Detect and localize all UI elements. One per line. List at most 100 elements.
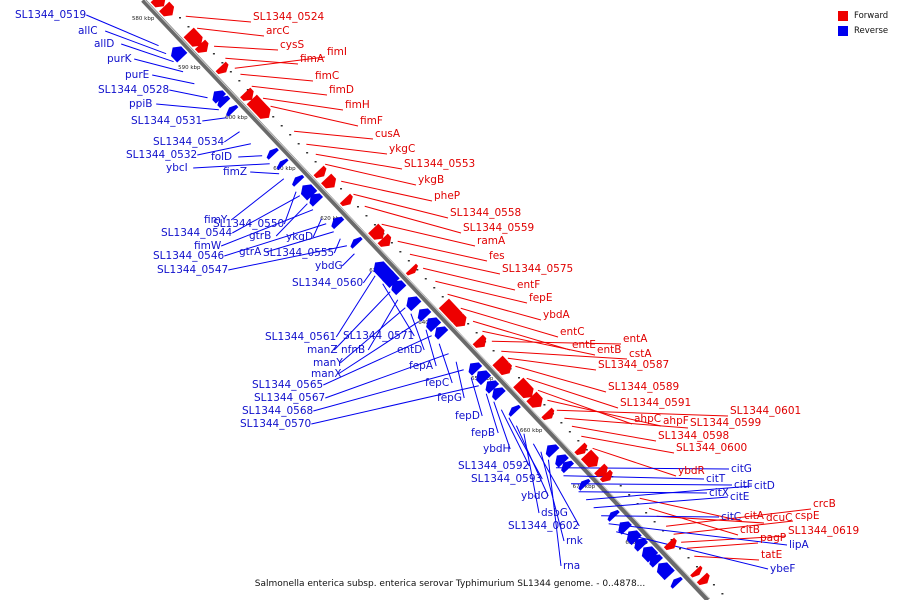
reverse-gene-label: ybdG (315, 260, 343, 272)
reverse-label-line (323, 335, 432, 386)
reverse-gene-arrow (406, 296, 422, 312)
reverse-label-line (221, 209, 314, 247)
forward-label-line (447, 293, 542, 321)
track-dash (679, 548, 682, 550)
forward-gene-label: fes (489, 250, 505, 262)
scale-tick-label: 620 kbp (320, 216, 343, 222)
forward-label-line (409, 253, 501, 275)
forward-gene-label: cstA (629, 348, 652, 360)
reverse-gene-arrow (331, 216, 345, 230)
track-dash (518, 377, 521, 379)
reverse-label-line (156, 103, 219, 111)
reverse-gene-label: SL1344_0519 (15, 9, 86, 21)
reverse-gene-label: fepD (455, 410, 480, 422)
forward-gene-label: SL1344_0587 (598, 359, 669, 371)
reverse-gene-arrow (170, 46, 188, 63)
reverse-gene-arrow (381, 270, 400, 288)
forward-gene-label: entC (560, 326, 585, 338)
reverse-gene-label: fimW (194, 240, 222, 252)
legend-reverse: Reverse (838, 23, 898, 38)
reverse-label-line (333, 238, 341, 254)
forward-label-line (315, 153, 403, 170)
reverse-gene-label: SL1344_0592 (458, 460, 529, 472)
reverse-gene-arrow (468, 362, 483, 376)
forward-label-line (294, 130, 374, 140)
forward-label-line (422, 267, 516, 291)
reverse-label-line (313, 369, 464, 412)
reverse-gene-label: SL1344_0531 (131, 115, 202, 127)
reverse-gene-label: lipA (789, 539, 809, 551)
reverse-label-line (121, 43, 174, 63)
forward-gene-label: dcuC (766, 512, 792, 524)
reverse-gene-label: SL1344_0534 (153, 136, 225, 148)
reverse-label-line (312, 218, 322, 238)
forward-gene-arrow (194, 39, 209, 53)
forward-gene-arrow (452, 313, 467, 327)
forward-label-line (673, 520, 794, 535)
reverse-gene-label: fimY (204, 214, 228, 226)
track-dash (653, 521, 656, 523)
reverse-gene-label: fepC (425, 377, 449, 389)
forward-gene-arrow (257, 105, 271, 119)
track-dash (475, 332, 478, 334)
forward-gene-label: fimA (300, 53, 325, 65)
forward-label-line (460, 307, 559, 338)
reverse-gene-arrow (417, 308, 432, 322)
forward-label-line (185, 15, 252, 23)
reverse-label-line (341, 253, 355, 267)
forward-gene-label: ahpF (663, 415, 689, 427)
reverse-gene-label: citF (734, 479, 753, 491)
reverse-gene-label: dsbG (541, 507, 568, 519)
legend-forward-label: Forward (854, 10, 889, 21)
track-dash (272, 116, 275, 118)
forward-gene-label: ahpC (634, 413, 661, 425)
forward-gene-arrow (215, 61, 229, 75)
track-dash (492, 350, 495, 352)
forward-gene-label: fimD (329, 84, 354, 96)
forward-gene-label: SL1344_0524 (253, 11, 325, 23)
reverse-gene-label: entD (397, 344, 422, 356)
forward-gene-label: fepE (529, 292, 552, 304)
reverse-gene-label: manZ (307, 344, 338, 356)
forward-gene-arrow (150, 0, 166, 8)
reverse-label-line (250, 171, 280, 175)
track-dash (568, 431, 571, 433)
reverse-gene-label: allD (94, 38, 114, 50)
reverse-gene-label: ybeF (770, 563, 795, 575)
reverse-label-line (593, 496, 729, 509)
reverse-label-line (266, 231, 334, 253)
track-dash (721, 593, 724, 595)
forward-label-line (435, 280, 528, 304)
forward-label-line (472, 320, 571, 351)
reverse-gene-label: citD (754, 480, 775, 492)
forward-gene-label: SL1344_0619 (788, 525, 859, 537)
reverse-gene-label: folD (211, 151, 232, 163)
track-dash (340, 188, 343, 190)
forward-label-line (225, 57, 299, 65)
track-dash (373, 224, 376, 226)
reverse-label-line (555, 467, 730, 470)
reverse-gene-label: SL1344_0547 (157, 264, 228, 276)
track-dash (433, 287, 436, 289)
forward-gene-arrow (405, 263, 419, 276)
reverse-gene-arrow (607, 509, 620, 522)
reverse-gene-arrow (545, 444, 560, 458)
forward-gene-label: SL1344_0589 (608, 381, 679, 393)
track-dash (246, 89, 249, 91)
reverse-gene-label: SL1344_0532 (126, 149, 197, 161)
forward-label-line (556, 409, 729, 417)
reverse-label-line (578, 491, 708, 494)
reverse-gene-label: SL1344_0550 (213, 218, 284, 230)
reverse-swatch (838, 25, 848, 36)
reverse-label-line (601, 515, 720, 518)
forward-gene-label: SL1344_0601 (730, 405, 801, 417)
forward-gene-label: SL1344_0575 (502, 263, 573, 275)
track-dash (399, 251, 402, 253)
reverse-label-line (532, 443, 580, 527)
reverse-gene-arrow (555, 454, 569, 468)
forward-label-line (240, 73, 314, 82)
reverse-gene-label: fepG (437, 392, 462, 404)
forward-gene-label: entB (597, 344, 621, 356)
reverse-label-line (616, 531, 769, 570)
forward-label-line (592, 447, 677, 477)
